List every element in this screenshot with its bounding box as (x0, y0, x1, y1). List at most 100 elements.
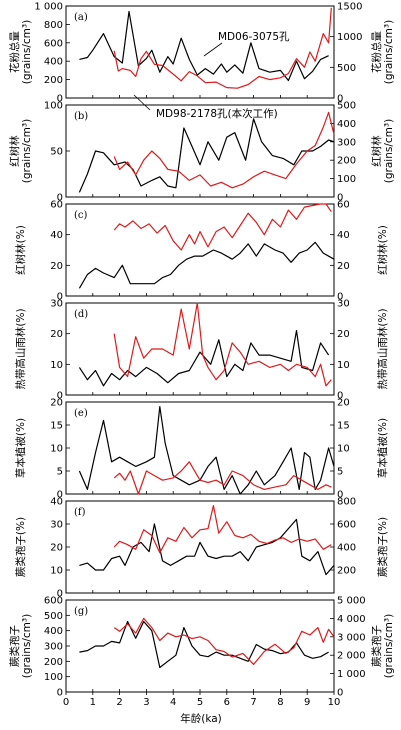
x-tick-label: 7 (250, 697, 256, 708)
left-tick-label: 20 (50, 261, 63, 272)
annotation-leader (203, 42, 223, 57)
series-line-md98-2178 (113, 617, 335, 666)
right-tick-label: 20 (337, 398, 350, 409)
series-line-md06-3075 (79, 10, 329, 82)
left-tick-label: 600 (44, 38, 63, 49)
left-tick-label: 300 (44, 642, 63, 653)
right-tick-label: 60 (337, 200, 350, 211)
left-tick-label: 20 (50, 398, 63, 409)
x-axis-label: 年龄(ka) (180, 712, 222, 725)
right-tick-label: 0 (337, 391, 343, 402)
left-tick-label: 30 (50, 299, 63, 310)
panel-letter: (d) (74, 309, 88, 320)
right-tick-label: 2 000 (337, 651, 366, 662)
x-tick-label: 10 (328, 697, 341, 708)
right-tick-label: 0 (337, 94, 343, 105)
left-tick-label: 200 (44, 75, 63, 86)
left-tick-label: 40 (50, 230, 63, 241)
left-tick-label: 40 (50, 497, 63, 508)
panel-g: (g) 0 100 200 300 400 500 600 0 1 000 2 000 3 000 4 … (8, 596, 395, 699)
left-tick-label: 0 (57, 94, 63, 105)
left-tick-label: 10 (50, 566, 63, 577)
panel-letter: (c) (74, 210, 88, 221)
panel-letter: (e) (74, 408, 88, 419)
right-axis-label: 红树林(%) (376, 225, 389, 275)
left-tick-label: 30 (50, 520, 63, 531)
right-tick-label: 100 (337, 174, 356, 185)
left-tick-label: 100 (44, 101, 63, 112)
series-line-md06-3075 (78, 241, 335, 289)
right-tick-label: 200 (337, 566, 356, 577)
right-tick-label: 0 (337, 292, 343, 303)
left-axis-label: 热带高山雨林(%) (14, 308, 27, 389)
annotation-label: MD06-3075孔 (218, 30, 290, 43)
right-axis-label: 花粉总量(grains/cm³) (370, 20, 395, 84)
panel-c: (c) 0 20 40 60 0 20 40 60 红树林(%) 红树林(%) (14, 200, 389, 303)
x-tick-label: 2 (116, 697, 122, 708)
left-tick-label: 400 (44, 626, 63, 637)
right-tick-label: 400 (337, 543, 356, 554)
series-line-md06-3075 (79, 620, 329, 669)
left-tick-label: 0 (57, 193, 63, 204)
panel-e: (e) 0 5 10 15 20 0 5 10 15 20 草本植被(%) 草本植被(%) (14, 398, 389, 501)
left-axis-label: 蕨类孢子(grains/cm³) (8, 614, 33, 678)
series-line-md98-2178 (113, 111, 335, 189)
panel-letter: (a) (74, 12, 88, 23)
panel-f: (f) 0 10 20 30 40 200 400 600 800 蕨类孢子(%) 蕨类孢子(%) (14, 497, 389, 600)
left-tick-label: 800 (44, 20, 63, 31)
left-tick-label: 0 (57, 490, 63, 501)
x-tick-label: 3 (143, 697, 149, 708)
panel-letter: (b) (74, 111, 88, 122)
right-axis-label: 热带高山雨林(%) (376, 308, 389, 389)
left-tick-label: 20 (50, 543, 63, 554)
right-tick-label: 0 (337, 688, 343, 699)
annotation-leader (133, 94, 151, 111)
right-tick-label: 15 (337, 421, 350, 432)
right-tick-label: 1 000 (337, 669, 366, 680)
left-tick-label: 100 (44, 672, 63, 683)
right-axis-label: 蕨类孢子(grains/cm³) (370, 614, 395, 678)
x-axis: 0 1 2 3 4 5 6 7 8 9 10 (63, 692, 341, 708)
series-line-md98-2178 (113, 7, 332, 89)
right-tick-label: 500 (337, 101, 356, 112)
right-tick-label: 800 (337, 497, 356, 508)
right-tick-label: 400 (337, 119, 356, 130)
left-tick-label: 15 (50, 421, 63, 432)
series-line-md98-2178 (113, 461, 332, 495)
left-tick-label: 60 (50, 200, 63, 211)
right-tick-label: 30 (337, 299, 350, 310)
right-tick-label: 0 (337, 193, 343, 204)
series-line-md06-3075 (78, 118, 335, 193)
left-tick-label: 0 (57, 589, 63, 600)
left-tick-label: 1 000 (34, 2, 63, 13)
right-axis-label: 蕨类孢子(%) (376, 517, 389, 577)
left-axis-label: 花粉总量(grains/cm³) (8, 20, 33, 84)
left-axis-label: 红树林(%) (14, 225, 27, 275)
right-tick-label: 600 (337, 520, 356, 531)
panel-frame (65, 500, 335, 594)
left-axis-label: 蕨类孢子(%) (14, 517, 27, 577)
right-tick-label: 1000 (337, 32, 362, 43)
right-tick-label: 300 (337, 137, 356, 148)
right-tick-label: 0 (337, 490, 343, 501)
right-axis-label: 草本植被(%) (376, 418, 389, 478)
left-axis-label: 红树林(grains/cm³) (8, 119, 33, 183)
panel-letter: (g) (74, 606, 88, 617)
left-axis-label: 草本植被(%) (14, 418, 27, 478)
series-line-md98-2178 (113, 505, 332, 554)
right-tick-label: 10 (337, 444, 350, 455)
panel-d: (d) 0 10 20 30 0 10 20 30 热带高山雨林(%) 热带高山雨林(%) (14, 299, 389, 402)
panel-frame (65, 5, 335, 99)
x-tick-label: 6 (224, 697, 230, 708)
right-tick-label: 3 000 (337, 632, 366, 643)
left-tick-label: 400 (44, 57, 63, 68)
left-tick-label: 5 (57, 467, 63, 478)
left-tick-label: 500 (44, 611, 63, 622)
x-tick-label: 0 (63, 697, 69, 708)
annotation-label: MD98-2178孔(本次工作) (156, 107, 278, 120)
right-tick-label: 10 (337, 360, 350, 371)
right-tick-label: 200 (337, 156, 356, 167)
